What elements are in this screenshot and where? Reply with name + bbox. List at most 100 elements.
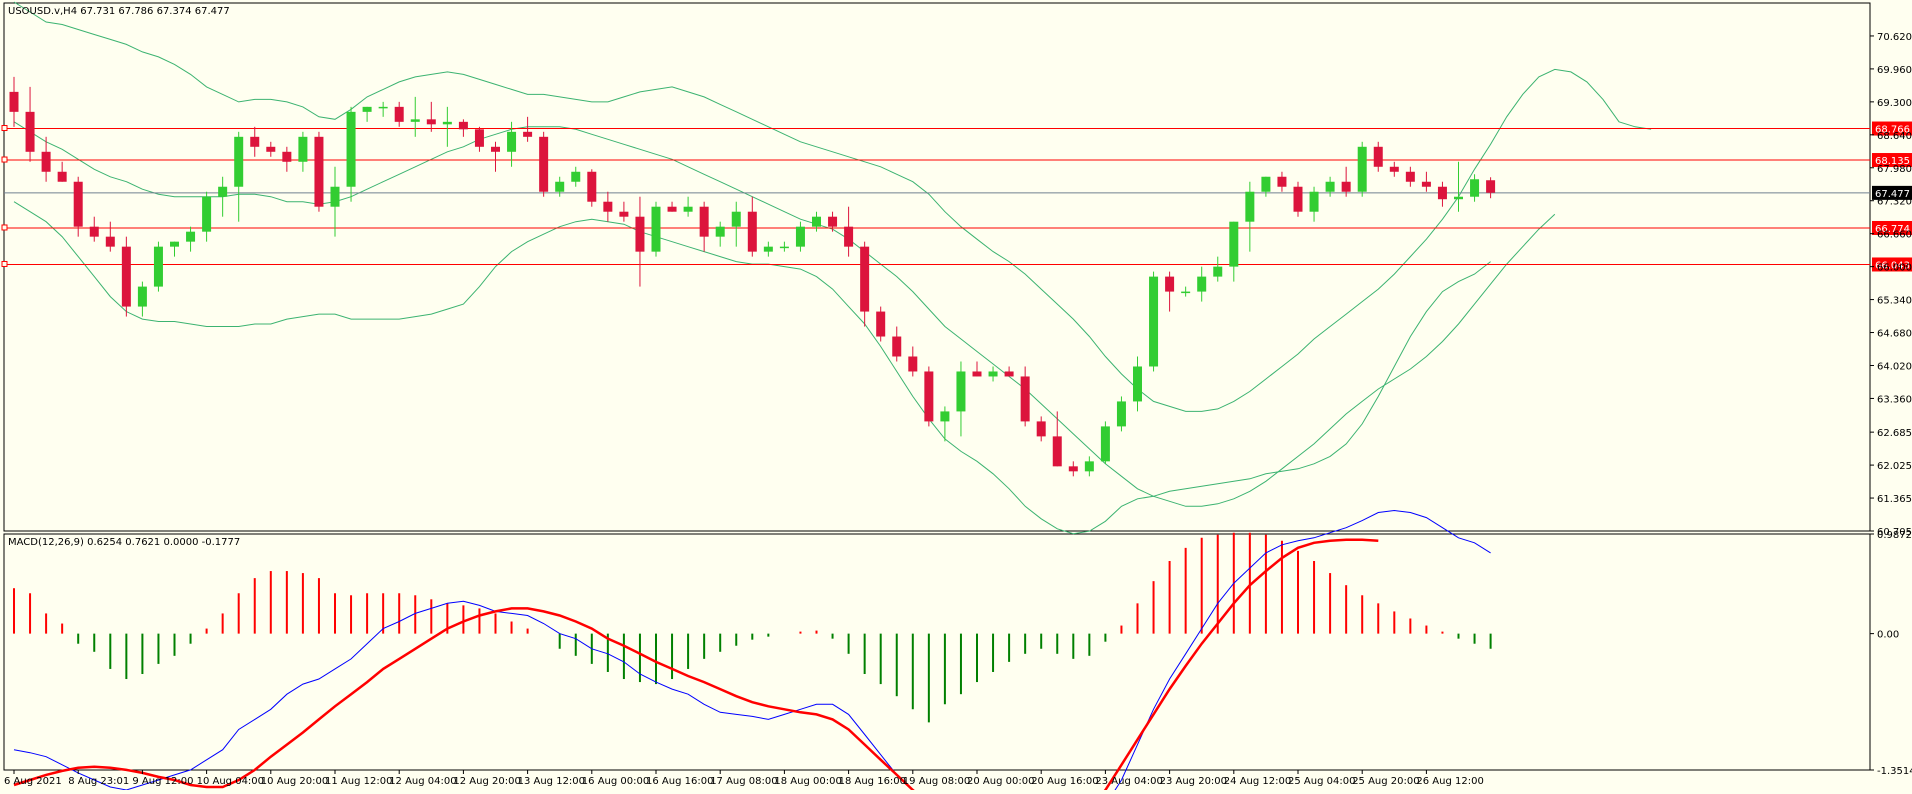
candle-body: [956, 371, 966, 412]
time-tick-label: 17 Aug 08:00: [710, 776, 777, 787]
candle-body: [1004, 371, 1014, 377]
candle-body: [779, 246, 789, 249]
candle-body: [1261, 176, 1271, 192]
price-axis: 70.620 69.960 69.300 68.640 67.980 67.320 66.6…: [1870, 32, 1912, 538]
macd-panel-header: MACD(12,26,9) 0.6254 0.7621 0.0000 -0.17…: [8, 537, 240, 548]
macd-tick-label: -1.3514: [1877, 766, 1912, 777]
candle-body: [1149, 276, 1159, 367]
candle-body: [1213, 266, 1223, 277]
candle-body: [571, 171, 581, 182]
time-tick-label: 19 Aug 08:00: [903, 776, 970, 787]
level-anchor-handle[interactable]: [1, 260, 8, 267]
candle-body: [1325, 181, 1335, 192]
candle-body: [828, 216, 838, 227]
candle-body: [908, 356, 918, 372]
candle-body: [57, 171, 67, 182]
candle-body: [795, 226, 805, 247]
candle-body: [153, 246, 163, 287]
time-tick-label: 9 Aug 12:00: [132, 776, 193, 787]
price-tick-label: 67.320: [1877, 197, 1912, 208]
candle-body: [1373, 146, 1383, 167]
candle-body: [1309, 191, 1319, 212]
candle-body: [1229, 221, 1239, 267]
macd-signal-line: [13, 538, 1379, 794]
candle-body: [41, 151, 51, 172]
level-price-tag: [1872, 257, 1912, 272]
candle-body: [523, 131, 533, 137]
time-tick-label: 11 Aug 12:00: [325, 776, 392, 787]
time-tick-label: 16 Aug 16:00: [646, 776, 713, 787]
time-tick-label: 10 Aug 04:00: [197, 776, 264, 787]
candle-body: [394, 106, 404, 122]
price-tick-label: 62.685: [1877, 428, 1912, 439]
time-tick-label: 12 Aug 04:00: [389, 776, 456, 787]
candle-body: [1116, 401, 1126, 427]
candle-body: [1470, 179, 1480, 197]
candle-body: [1100, 426, 1110, 462]
time-tick-label: 20 Aug 16:00: [1031, 776, 1098, 787]
level-price-label: 68.766: [1875, 125, 1910, 136]
candle-body: [651, 206, 661, 252]
candle-body: [1486, 180, 1496, 193]
candle-body: [860, 246, 870, 312]
price-tick-label: 70.620: [1877, 32, 1912, 43]
candle-body: [105, 236, 115, 247]
candle-body: [747, 211, 757, 252]
price-tick-label: 66.000: [1877, 263, 1912, 274]
level-price-label: 66.774: [1875, 224, 1910, 235]
price-tick-label: 63.360: [1877, 394, 1912, 405]
candle-body: [603, 201, 613, 212]
candle-body: [426, 119, 436, 125]
time-tick-label: 25 Aug 04:00: [1288, 776, 1355, 787]
candle-body: [940, 411, 950, 422]
candle-body: [635, 216, 645, 252]
level-price-label: 68.135: [1875, 156, 1910, 167]
candle-body: [1437, 186, 1447, 200]
candle-body: [1197, 276, 1207, 292]
candle-body: [539, 136, 549, 192]
candle-body: [89, 226, 99, 237]
candle-body: [9, 91, 19, 112]
level-anchor-handle[interactable]: [1, 156, 8, 163]
level-price-label: 66.043: [1875, 260, 1910, 271]
candle-body: [314, 136, 324, 207]
candle-body: [346, 111, 356, 187]
candle-body: [282, 151, 292, 162]
candle-body: [972, 371, 982, 377]
candle-body: [876, 311, 886, 337]
candle-body: [234, 136, 244, 187]
candle-body: [892, 336, 902, 357]
macd-tick-label: 0.00: [1877, 630, 1899, 641]
price-tick-label: 69.960: [1877, 65, 1912, 76]
candle-body: [1277, 176, 1287, 187]
level-price-tag: [1872, 153, 1912, 168]
candle-body: [587, 171, 597, 202]
candle-body: [924, 371, 934, 422]
level-anchor-handle[interactable]: [1, 125, 8, 132]
macd-panel-frame: [3, 533, 1871, 771]
time-tick-label: 23 Aug 04:00: [1095, 776, 1162, 787]
price-tick-label: 69.300: [1877, 98, 1912, 109]
current-price-tag: [1872, 185, 1912, 200]
macd-line: [13, 509, 1491, 794]
candle-body: [1293, 186, 1303, 212]
time-tick-label: 20 Aug 00:00: [967, 776, 1034, 787]
candle-body: [1454, 196, 1463, 200]
time-tick-label: 13 Aug 12:00: [518, 776, 585, 787]
candle-body: [491, 146, 500, 152]
time-tick-label: 10 Aug 20:00: [261, 776, 328, 787]
level-anchor-handle[interactable]: [1, 224, 8, 231]
candle-body: [378, 106, 388, 109]
time-tick-label: 18 Aug 00:00: [774, 776, 841, 787]
candle-body: [1068, 466, 1078, 472]
macd-tick-label: 0.9872: [1877, 530, 1912, 541]
candle-body: [442, 121, 452, 125]
time-tick-label: 6 Aug 2021: [4, 776, 62, 787]
level-price-tag: [1872, 121, 1912, 136]
candle-body: [1052, 436, 1062, 467]
candle-body: [507, 131, 517, 152]
candle-body: [202, 196, 212, 232]
candle-body: [458, 121, 468, 130]
candle-body: [763, 246, 773, 252]
